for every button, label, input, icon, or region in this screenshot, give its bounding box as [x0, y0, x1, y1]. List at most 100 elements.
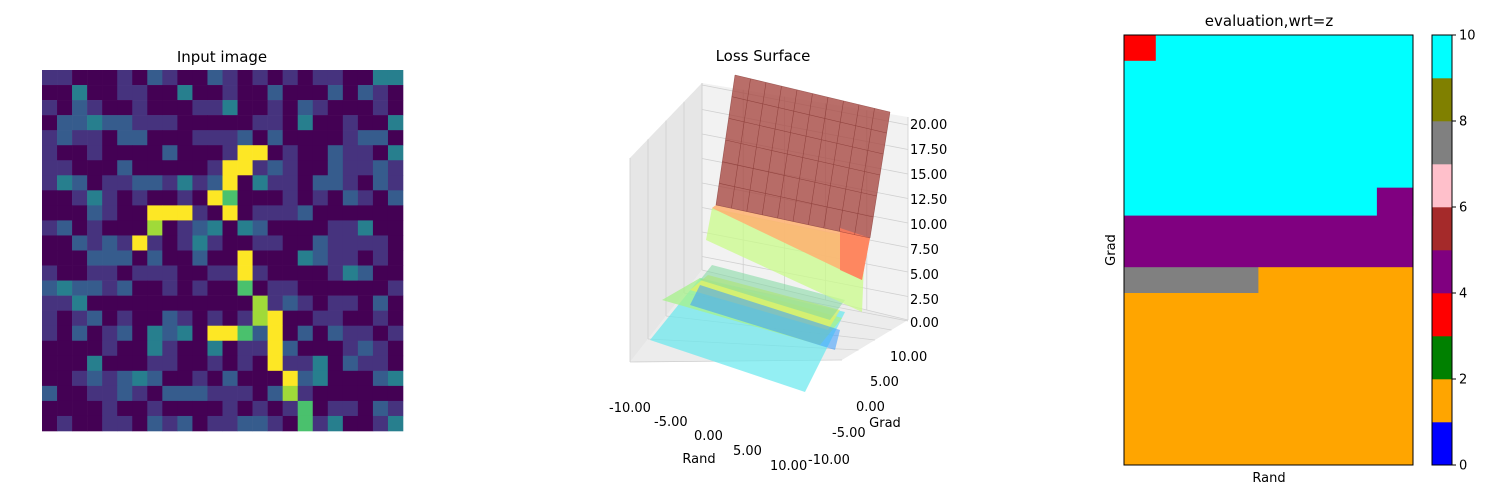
heatmap-cell: [102, 145, 118, 161]
heatmap-cell: [72, 400, 88, 417]
heatmap-cell: [177, 310, 193, 327]
heatmap-cell: [147, 160, 163, 176]
heatmap-cell: [177, 325, 193, 342]
heatmap-cell: [132, 295, 148, 311]
heatmap-cell: [312, 235, 329, 251]
z-tick-label: 0.00: [910, 316, 939, 331]
surface-band-teal: [700, 265, 845, 320]
evaluation-frame: [1123, 34, 1414, 466]
colorbar-tick-label: 8: [1459, 115, 1467, 130]
heatmap-cell: [342, 160, 359, 176]
colorbar-segment: [1432, 207, 1452, 251]
heatmap-cell: [267, 250, 283, 266]
heatmap-cell: [237, 415, 253, 432]
heatmap-cell: [132, 70, 148, 86]
heatmap-cell: [87, 205, 103, 221]
heatmap-cell: [207, 310, 223, 327]
heatmap-cell: [102, 160, 118, 176]
heatmap-cell: [42, 235, 58, 251]
heatmap-cell: [342, 130, 359, 146]
heatmap-cell: [72, 85, 88, 101]
heatmap-cell: [387, 325, 404, 342]
z-tick-label: 2.50: [910, 293, 939, 308]
heatmap-cell: [207, 100, 223, 116]
heatmap-cell: [387, 265, 404, 281]
heatmap-cell: [177, 250, 193, 266]
heatmap-cell: [222, 250, 238, 266]
heatmap-cell: [222, 370, 238, 387]
heatmap-cell: [372, 205, 389, 221]
heatmap-cell: [162, 220, 178, 236]
heatmap-cell: [42, 385, 58, 402]
heatmap-cell: [297, 175, 314, 191]
heatmap-cell: [207, 130, 223, 146]
heatmap-cell: [387, 100, 404, 116]
heatmap-cell: [72, 340, 88, 357]
heatmap-cell: [387, 175, 404, 191]
heatmap-cell: [297, 205, 314, 221]
mesh-line: [715, 204, 871, 239]
heatmap-cell: [312, 175, 329, 191]
heatmap-cell: [267, 355, 283, 372]
heatmap-cell: [162, 280, 178, 296]
z-tick-label: 7.50: [910, 243, 939, 258]
heatmap-cell: [297, 280, 314, 296]
heatmap-cell: [252, 205, 268, 221]
heatmap-cell: [357, 250, 374, 266]
heatmap-cell: [192, 130, 208, 146]
heatmap-cell: [177, 175, 193, 191]
heatmap-cell: [327, 250, 344, 266]
heatmap-cell: [147, 100, 163, 116]
region-red: [1124, 35, 1157, 62]
heatmap-cell: [207, 340, 223, 357]
heatmap-cell: [357, 415, 374, 432]
colorbar-segment: [1432, 293, 1452, 337]
heatmap-cell: [237, 235, 253, 251]
heatmap-cell: [207, 295, 223, 311]
heatmap-cell: [342, 355, 359, 372]
heatmap-cell: [312, 100, 329, 116]
heatmap-cell: [222, 190, 238, 206]
heatmap-cell: [312, 295, 329, 311]
heatmap-cell: [117, 385, 133, 402]
heatmap-cell: [357, 325, 374, 342]
heatmap-cell: [372, 190, 389, 206]
heatmap-cell: [237, 85, 253, 101]
heatmap-cell: [162, 310, 178, 327]
heatmap-cell: [147, 325, 163, 342]
heatmap-cell: [267, 115, 283, 131]
heatmap-cell: [177, 385, 193, 402]
heatmap-cell: [117, 70, 133, 86]
heatmap-cell: [117, 160, 133, 176]
heatmap-cell: [252, 160, 268, 176]
heatmap-cell: [192, 340, 208, 357]
heatmap-cell: [177, 85, 193, 101]
heatmap-cell: [252, 355, 268, 372]
heatmap-cell: [147, 265, 163, 281]
heatmap-cell: [87, 355, 103, 372]
heatmap-cell: [237, 160, 253, 176]
heatmap-cell: [72, 190, 88, 206]
heatmap-cell: [102, 355, 118, 372]
heatmap-cell: [282, 70, 299, 86]
heatmap-cell: [162, 160, 178, 176]
colorbar: [1431, 34, 1453, 466]
heatmap-cell: [132, 220, 148, 236]
heatmap-cell: [72, 160, 88, 176]
heatmap-cell: [162, 325, 178, 342]
heatmap-cell: [42, 250, 58, 266]
heatmap-cell: [357, 280, 374, 296]
heatmap-cell: [117, 115, 133, 131]
heatmap-cell: [252, 340, 268, 357]
y-tick-label: -10.00: [808, 453, 850, 468]
heatmap-cell: [42, 115, 58, 131]
heatmap-cell: [117, 310, 133, 327]
heatmap-cell: [387, 370, 404, 387]
heatmap-cell: [327, 415, 344, 432]
input-image-panel: Input image: [42, 48, 404, 432]
z-tick-label: 5.00: [910, 268, 939, 283]
heatmap-cell: [312, 160, 329, 176]
heatmap-cell: [192, 385, 208, 402]
heatmap-cell: [252, 115, 268, 131]
